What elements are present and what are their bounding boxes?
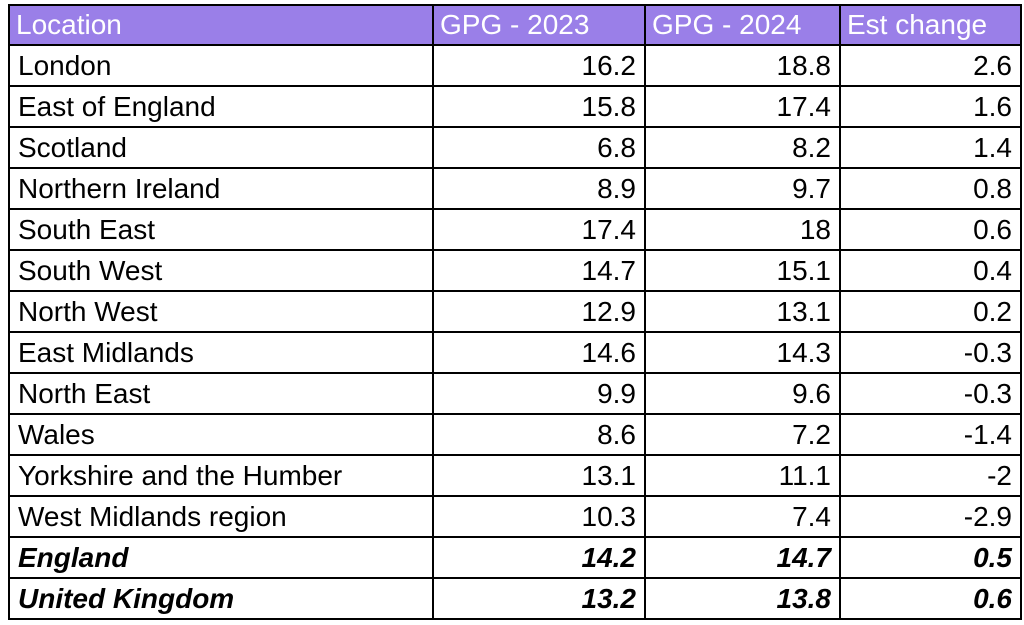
gpg-2024-cell[interactable]: 11.1 (644, 454, 841, 497)
est-change-cell[interactable]: -0.3 (839, 331, 1022, 374)
location-cell[interactable]: Wales (8, 413, 434, 456)
table-row: Wales 8.6 7.2 -1.4 (8, 413, 1022, 456)
header-gpg-2023[interactable]: GPG - 2023 (432, 4, 646, 46)
gpg-2024-cell[interactable]: 18 (644, 208, 841, 251)
table-row: London 16.2 18.8 2.6 (8, 44, 1022, 87)
table-row: East Midlands 14.6 14.3 -0.3 (8, 331, 1022, 374)
gpg-2023-cell[interactable]: 15.8 (432, 85, 646, 128)
gpg-2023-cell[interactable]: 12.9 (432, 290, 646, 333)
table-row: North East 9.9 9.6 -0.3 (8, 372, 1022, 415)
table-row: West Midlands region 10.3 7.4 -2.9 (8, 495, 1022, 538)
gpg-2023-cell[interactable]: 14.2 (432, 536, 646, 579)
gpg-2023-cell[interactable]: 16.2 (432, 44, 646, 87)
gpg-2024-cell[interactable]: 14.3 (644, 331, 841, 374)
gpg-2024-cell[interactable]: 8.2 (644, 126, 841, 169)
gpg-2023-cell[interactable]: 6.8 (432, 126, 646, 169)
gpg-2023-cell[interactable]: 14.6 (432, 331, 646, 374)
gender-pay-gap-table: Location GPG - 2023 GPG - 2024 Est chang… (8, 4, 1022, 620)
header-est-change[interactable]: Est change (839, 4, 1022, 46)
est-change-cell[interactable]: 0.2 (839, 290, 1022, 333)
gpg-2023-cell[interactable]: 8.9 (432, 167, 646, 210)
location-cell[interactable]: Northern Ireland (8, 167, 434, 210)
gender-pay-gap-table-sheet: Location GPG - 2023 GPG - 2024 Est chang… (8, 4, 1022, 621)
est-change-cell[interactable]: 0.4 (839, 249, 1022, 292)
est-change-cell[interactable]: -2.9 (839, 495, 1022, 538)
est-change-cell[interactable]: -2 (839, 454, 1022, 497)
table-row: Northern Ireland 8.9 9.7 0.8 (8, 167, 1022, 210)
est-change-cell[interactable]: 0.8 (839, 167, 1022, 210)
est-change-cell[interactable]: 0.5 (839, 536, 1022, 579)
table-row: East of England 15.8 17.4 1.6 (8, 85, 1022, 128)
total-row-united-kingdom: United Kingdom 13.2 13.8 0.6 (8, 577, 1022, 620)
est-change-cell[interactable]: 0.6 (839, 577, 1022, 620)
gpg-2024-cell[interactable]: 7.2 (644, 413, 841, 456)
gpg-2023-cell[interactable]: 13.2 (432, 577, 646, 620)
location-cell[interactable]: South East (8, 208, 434, 251)
table-row: South West 14.7 15.1 0.4 (8, 249, 1022, 292)
gpg-2024-cell[interactable]: 14.7 (644, 536, 841, 579)
gpg-2024-cell[interactable]: 9.6 (644, 372, 841, 415)
est-change-cell[interactable]: 0.6 (839, 208, 1022, 251)
table-row: South East 17.4 18 0.6 (8, 208, 1022, 251)
location-cell[interactable]: East of England (8, 85, 434, 128)
table-row: Yorkshire and the Humber 13.1 11.1 -2 (8, 454, 1022, 497)
location-cell[interactable]: United Kingdom (8, 577, 434, 620)
gpg-2023-cell[interactable]: 9.9 (432, 372, 646, 415)
gpg-2024-cell[interactable]: 15.1 (644, 249, 841, 292)
header-location[interactable]: Location (8, 4, 434, 46)
location-cell[interactable]: England (8, 536, 434, 579)
location-cell[interactable]: East Midlands (8, 331, 434, 374)
location-cell[interactable]: Yorkshire and the Humber (8, 454, 434, 497)
est-change-cell[interactable]: 1.4 (839, 126, 1022, 169)
est-change-cell[interactable]: -0.3 (839, 372, 1022, 415)
location-cell[interactable]: North West (8, 290, 434, 333)
gpg-2023-cell[interactable]: 14.7 (432, 249, 646, 292)
gpg-2024-cell[interactable]: 9.7 (644, 167, 841, 210)
header-gpg-2024[interactable]: GPG - 2024 (644, 4, 841, 46)
table-row: North West 12.9 13.1 0.2 (8, 290, 1022, 333)
gpg-2024-cell[interactable]: 17.4 (644, 85, 841, 128)
location-cell[interactable]: London (8, 44, 434, 87)
location-cell[interactable]: South West (8, 249, 434, 292)
header-row: Location GPG - 2023 GPG - 2024 Est chang… (8, 4, 1022, 46)
gpg-2023-cell[interactable]: 8.6 (432, 413, 646, 456)
table-row: Scotland 6.8 8.2 1.4 (8, 126, 1022, 169)
gpg-2024-cell[interactable]: 13.1 (644, 290, 841, 333)
est-change-cell[interactable]: -1.4 (839, 413, 1022, 456)
location-cell[interactable]: North East (8, 372, 434, 415)
location-cell[interactable]: Scotland (8, 126, 434, 169)
gpg-2024-cell[interactable]: 13.8 (644, 577, 841, 620)
gpg-2023-cell[interactable]: 13.1 (432, 454, 646, 497)
gpg-2023-cell[interactable]: 10.3 (432, 495, 646, 538)
gpg-2023-cell[interactable]: 17.4 (432, 208, 646, 251)
est-change-cell[interactable]: 1.6 (839, 85, 1022, 128)
total-row-england: England 14.2 14.7 0.5 (8, 536, 1022, 579)
gpg-2024-cell[interactable]: 7.4 (644, 495, 841, 538)
location-cell[interactable]: West Midlands region (8, 495, 434, 538)
gpg-2024-cell[interactable]: 18.8 (644, 44, 841, 87)
est-change-cell[interactable]: 2.6 (839, 44, 1022, 87)
